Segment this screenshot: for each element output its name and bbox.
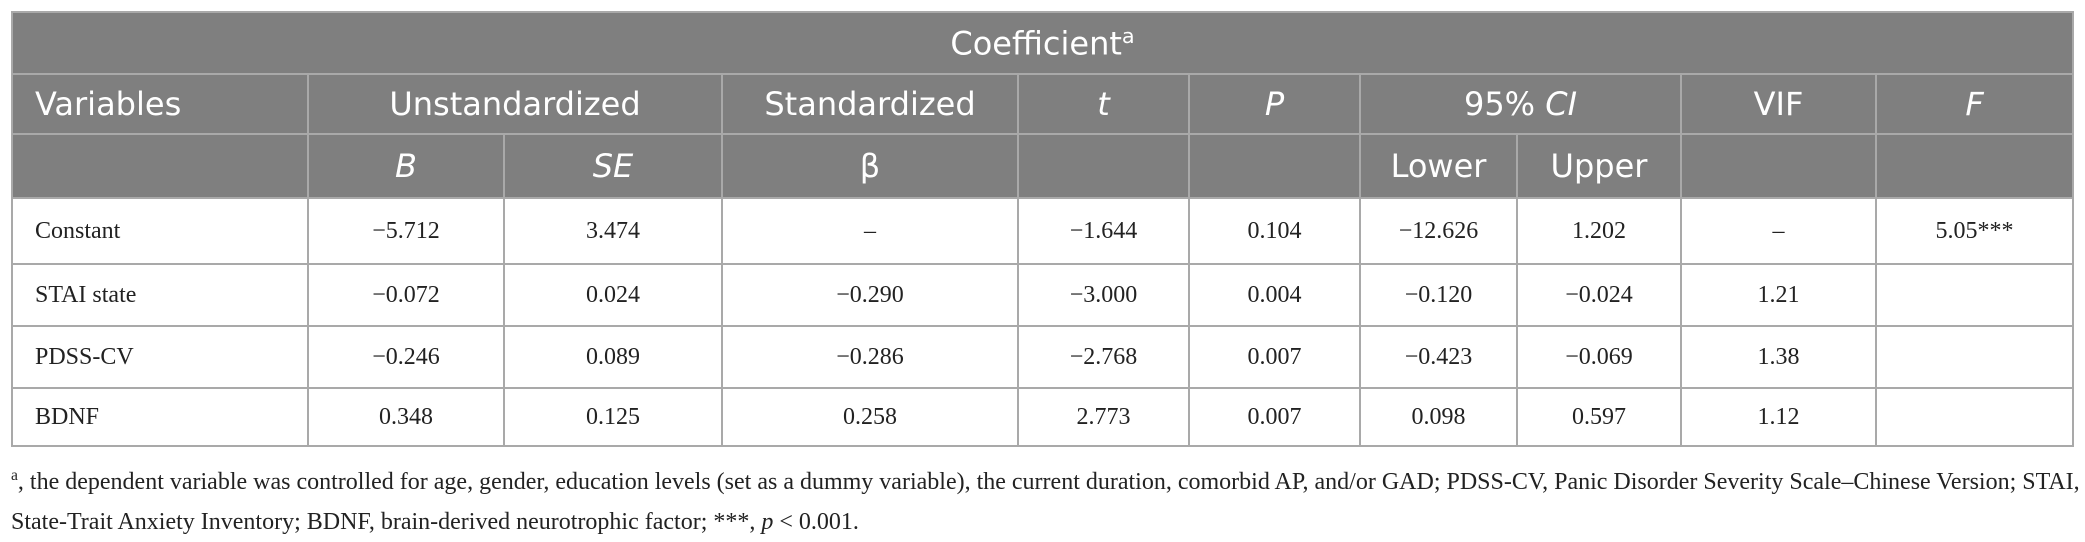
header-text: CI xyxy=(1545,85,1578,123)
header-cell: VIF xyxy=(1680,73,1877,135)
footnote-text: < 0.001. xyxy=(773,509,859,535)
header-text: F xyxy=(1965,85,1984,123)
row-label: PDSS-CV xyxy=(11,325,309,389)
table-cell: 0.597 xyxy=(1516,387,1682,447)
header-text: 95% xyxy=(1463,85,1536,123)
table-cell: 0.125 xyxy=(503,387,723,447)
table-cell: −0.246 xyxy=(307,325,505,389)
header-cell: Unstandardized xyxy=(307,73,723,135)
header-cell: SE xyxy=(503,133,723,199)
table-row: PDSS-CV −0.246 0.089 −0.286 −2.768 0.007 −0.42… xyxy=(11,325,2075,389)
table-cell: 2.773 xyxy=(1017,387,1190,447)
header-cell: 95% CI xyxy=(1359,73,1682,135)
table-cell: 1.202 xyxy=(1516,197,1682,265)
table-cell: −3.000 xyxy=(1017,263,1190,327)
table-cell xyxy=(1874,263,2075,327)
table-row: BDNF 0.348 0.125 0.258 2.773 0.007 0.098 0.597 1… xyxy=(11,387,2075,447)
table-cell: −0.072 xyxy=(307,263,505,327)
header-cell: β xyxy=(721,133,1019,199)
title-cell: Coefficienta xyxy=(10,11,2075,75)
header-text: t xyxy=(1097,85,1110,123)
table-cell: −0.069 xyxy=(1516,325,1682,389)
header-cell: Lower xyxy=(1359,133,1518,199)
table-cell: −5.712 xyxy=(307,197,505,265)
table-cell: 0.258 xyxy=(721,387,1019,447)
table-cell xyxy=(1874,325,2075,389)
table-cell: 0.007 xyxy=(1188,325,1361,389)
title: Coefficient xyxy=(950,24,1122,63)
table-cell: 1.38 xyxy=(1680,325,1877,389)
header-cell xyxy=(11,133,309,199)
table-cell: −12.626 xyxy=(1359,197,1518,265)
table-cell: 0.104 xyxy=(1188,197,1361,265)
header-cell: P xyxy=(1188,73,1361,135)
header-cell: t xyxy=(1017,73,1190,135)
header-cell: Standardized xyxy=(721,73,1019,135)
row-label: Constant xyxy=(11,197,309,265)
footnote-text: , the dependent variable was controlled … xyxy=(11,469,2080,535)
header-text: SE xyxy=(592,147,634,185)
table-cell: −2.768 xyxy=(1017,325,1190,389)
table-cell: 0.004 xyxy=(1188,263,1361,327)
title-note: a xyxy=(1121,23,1135,48)
table-cell: 0.007 xyxy=(1188,387,1361,447)
table-cell: −0.120 xyxy=(1359,263,1518,327)
table-cell: 0.089 xyxy=(503,325,723,389)
table-cell: 0.098 xyxy=(1359,387,1518,447)
header-cell xyxy=(1188,133,1361,199)
table-cell: −0.024 xyxy=(1516,263,1682,327)
header-cell xyxy=(1680,133,1877,199)
header-cell: Variables xyxy=(11,73,309,135)
table-cell: 1.12 xyxy=(1680,387,1877,447)
footnote-text: p xyxy=(761,509,774,535)
header-cell xyxy=(1874,133,2075,199)
row-label: STAI state xyxy=(11,263,309,327)
table-cell: −0.286 xyxy=(721,325,1019,389)
table-cell: −0.290 xyxy=(721,263,1019,327)
table-cell: – xyxy=(721,197,1019,265)
table-cell xyxy=(1874,387,2075,447)
header-cell: Upper xyxy=(1516,133,1682,199)
table-row: Constant −5.712 3.474– −1.644 0.104 −12.626 1.… xyxy=(11,197,2075,265)
header-cell: B xyxy=(307,133,505,199)
table-cell: 5.05*** xyxy=(1874,197,2075,265)
header-text: B xyxy=(395,147,417,185)
row-label: BDNF xyxy=(11,387,309,447)
header-text: P xyxy=(1264,85,1285,123)
footnote: a, the dependent variable was controlled… xyxy=(11,456,2081,542)
table-cell: 0.348 xyxy=(307,387,505,447)
table-cell: −0.423 xyxy=(1359,325,1518,389)
header-cell xyxy=(1017,133,1190,199)
table-cell: 1.21 xyxy=(1680,263,1877,327)
table-cell: – xyxy=(1680,197,1877,265)
footnote-marker: a xyxy=(11,467,18,484)
table-row: STAI state −0.072 0.024 −0.290 −3.000 0.004 −0… xyxy=(11,263,2075,327)
header-cell: F xyxy=(1874,73,2075,135)
coefficient-table: Coefficienta Variables Unstandardized St… xyxy=(10,11,2075,447)
table-cell: −1.644 xyxy=(1017,197,1190,265)
table-cell: 0.024 xyxy=(503,263,723,327)
table-body: Constant −5.712 3.474– −1.644 0.104 −12.626 1.… xyxy=(11,197,2075,447)
table-cell: 3.474 xyxy=(503,197,723,265)
